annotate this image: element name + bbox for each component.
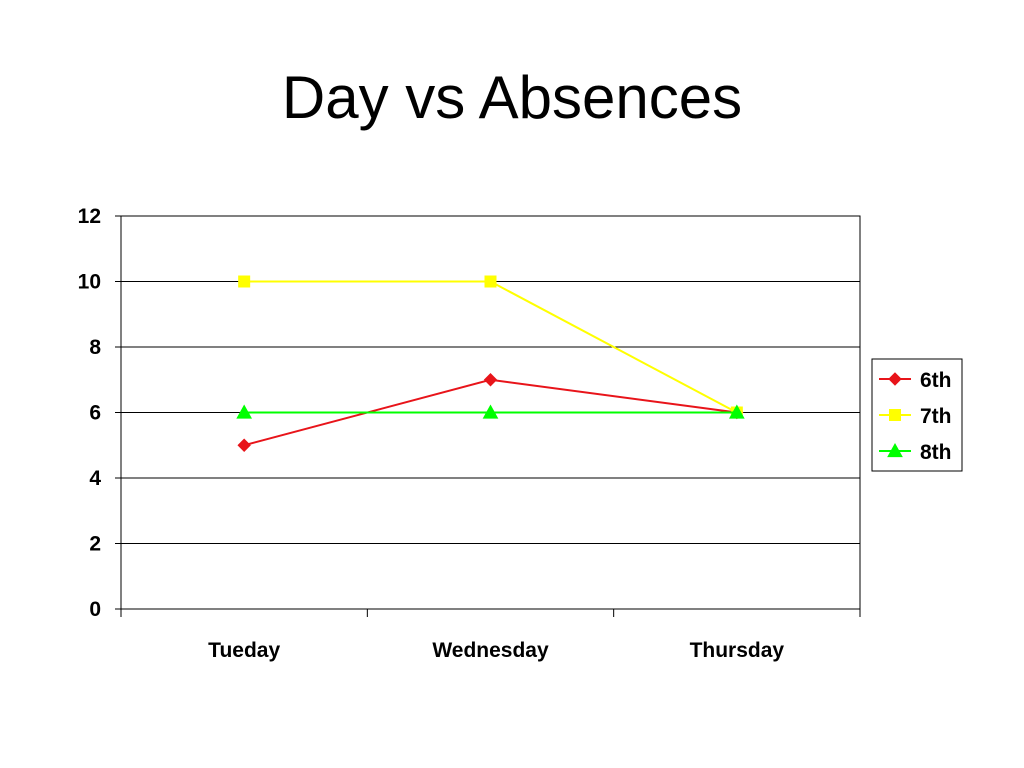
y-tick-label: 6	[89, 402, 101, 425]
x-tick-label: Thursday	[690, 639, 785, 662]
legend-label: 6th	[920, 369, 952, 392]
data-point	[728, 404, 745, 419]
y-tick-label: 12	[78, 205, 101, 228]
y-tick-label: 10	[78, 271, 101, 294]
y-tick-label: 0	[89, 598, 101, 621]
data-point	[237, 438, 251, 452]
legend-label: 7th	[920, 405, 952, 428]
legend-item: 6th	[879, 369, 952, 392]
x-tick-label: Tueday	[208, 639, 280, 662]
chart-title: Day vs Absences	[281, 64, 743, 131]
x-tick-label: Wednesday	[432, 639, 549, 662]
legend-item: 7th	[879, 405, 952, 428]
legend-item: 8th	[879, 441, 952, 464]
legend: 6th 7th 8th	[871, 358, 963, 472]
data-point	[484, 275, 497, 288]
series-8th	[236, 404, 745, 419]
axes: 0 2 4 6 8 10 12 Tueday Wednesday Thursday	[78, 205, 861, 662]
y-tick-label: 4	[89, 467, 101, 490]
y-tick-label: 2	[89, 533, 101, 556]
data-point	[482, 404, 499, 419]
y-tick-label: 8	[89, 336, 101, 359]
data-point	[236, 404, 253, 419]
data-point	[483, 373, 498, 387]
legend-marker	[887, 442, 903, 458]
series-lines	[236, 275, 745, 452]
legend-label: 8th	[920, 441, 952, 464]
legend-marker	[889, 409, 901, 421]
legend-marker	[888, 372, 902, 386]
data-point	[238, 275, 251, 288]
